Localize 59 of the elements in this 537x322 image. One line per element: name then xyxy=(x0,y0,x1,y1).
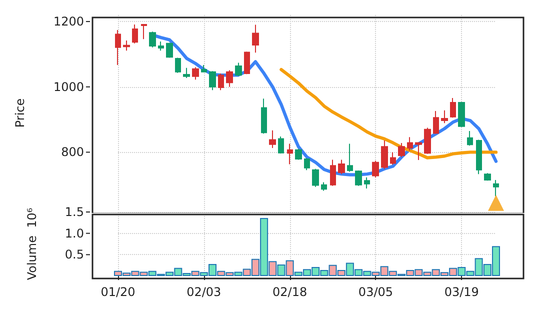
candlestick xyxy=(295,148,302,160)
candlestick xyxy=(330,159,336,186)
candlestick xyxy=(372,160,379,178)
y-axis-title: Price xyxy=(13,98,27,128)
candlestick xyxy=(467,130,473,146)
x-tick-label: 03/05 xyxy=(358,285,394,299)
candlestick xyxy=(132,24,138,44)
candlestick xyxy=(493,179,499,197)
candlestick xyxy=(321,182,327,192)
y-tick-label: 1.0 xyxy=(64,226,84,240)
candlestick xyxy=(235,62,242,77)
candlestick xyxy=(415,142,422,161)
candlestick xyxy=(226,70,233,88)
candlestick xyxy=(312,168,319,188)
candlestick xyxy=(484,172,491,182)
candlestick xyxy=(149,31,156,48)
candlestick xyxy=(398,142,405,158)
candlestick xyxy=(476,139,482,175)
candlestick xyxy=(115,30,121,66)
x-tick-label: 03/19 xyxy=(444,285,479,299)
candlestick xyxy=(269,130,276,148)
candlestick xyxy=(201,64,207,72)
candlestick xyxy=(244,51,250,75)
candlestick xyxy=(304,158,310,171)
candlestick xyxy=(381,140,388,170)
candlestick xyxy=(183,67,190,79)
candlestick xyxy=(347,143,353,172)
candlestick xyxy=(278,136,284,154)
y-tick-label: 1.5 xyxy=(64,205,84,219)
candlestick xyxy=(166,42,173,58)
candlestick xyxy=(424,127,431,154)
candlestick xyxy=(287,143,293,165)
candlestick xyxy=(123,40,130,52)
candlestick xyxy=(355,170,362,186)
candlestick xyxy=(441,110,448,124)
candlestick xyxy=(458,101,465,128)
candlestick xyxy=(209,70,216,91)
x-tick-label: 02/03 xyxy=(186,285,222,299)
x-tick-label: 02/18 xyxy=(272,285,308,299)
candlestick xyxy=(141,24,147,40)
candlestick xyxy=(175,57,181,74)
line-series xyxy=(280,68,498,160)
candlestick xyxy=(192,66,199,80)
candlestick xyxy=(338,159,345,175)
candlestick xyxy=(158,40,164,52)
candlestick xyxy=(450,97,456,118)
x-tick-label: 01/20 xyxy=(100,285,136,299)
candlestick xyxy=(407,136,413,152)
candlestick xyxy=(364,176,370,189)
candlestick xyxy=(261,98,267,134)
candlestick xyxy=(433,110,439,134)
y-axis-title: Volume 10⁶ xyxy=(25,208,39,280)
y-tick-label: 1200 xyxy=(53,14,84,29)
candlestick xyxy=(390,152,396,166)
y-tick-label: 1000 xyxy=(53,80,84,94)
candlestick xyxy=(218,72,224,91)
candlestick xyxy=(252,24,259,54)
y-tick-label: 800 xyxy=(61,145,84,160)
y-tick-label: 0.5 xyxy=(64,248,84,262)
